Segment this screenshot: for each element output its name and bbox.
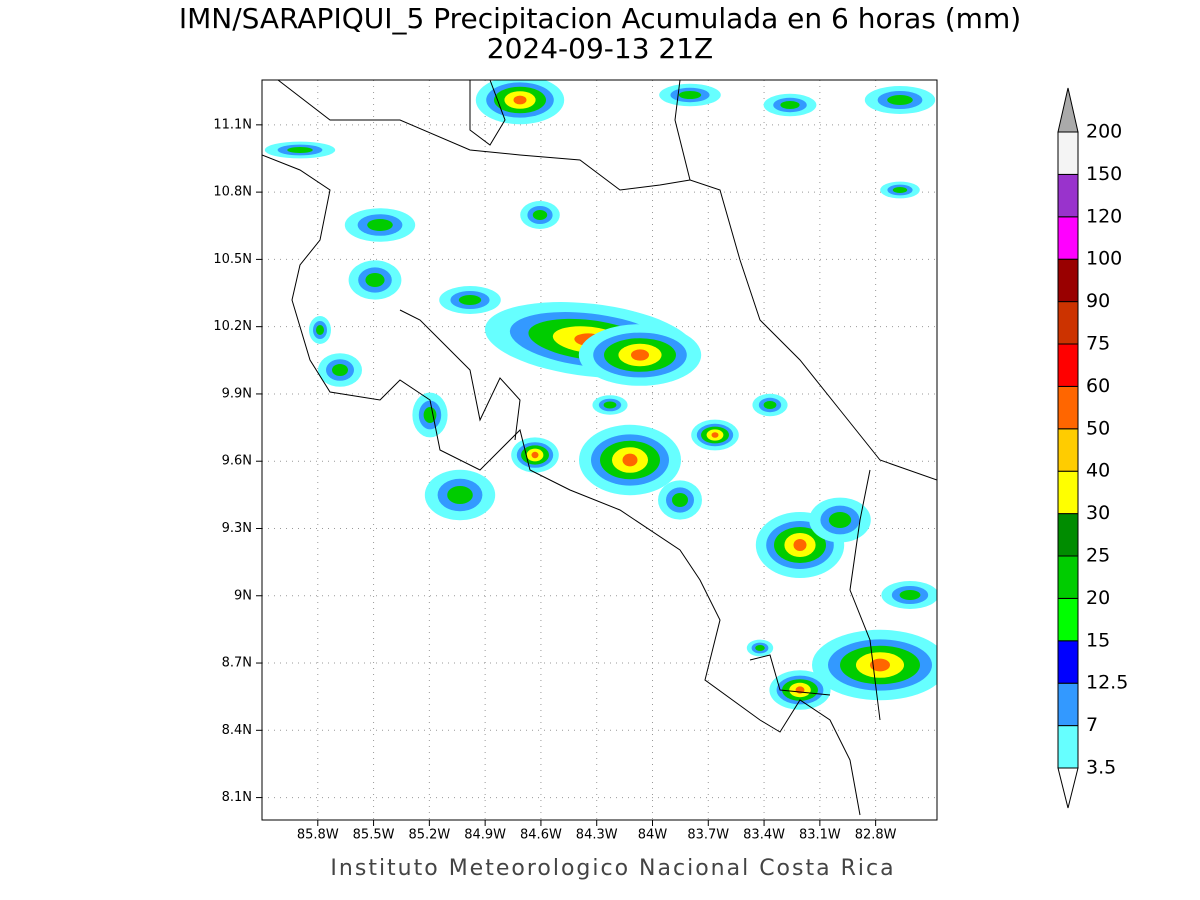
axes: 85.8W 85.5W 85.2W 84.9W 84.6W 84.3W 84W 83.7W 83…: [213, 117, 896, 842]
colorbar-box: [1057, 216, 1079, 260]
x-tick-label: 85.8W: [297, 828, 339, 843]
y-tick-label: 9.9N: [222, 386, 252, 401]
title: IMN/SARAPIQUI_5 Precipitacion Acumulada …: [179, 2, 1021, 35]
colorbar-label: 7: [1086, 714, 1098, 736]
y-tick-label: 9.6N: [222, 454, 252, 469]
x-tick-label: 83.4W: [743, 828, 785, 843]
colorbar-label: 150: [1086, 163, 1122, 185]
coastlines: [262, 80, 937, 816]
colorbar-label: 90: [1086, 290, 1110, 312]
colorbar-box: [1057, 343, 1079, 387]
precipitation-field: [264, 80, 937, 710]
colorbar-box: [1057, 173, 1079, 218]
colorbar-box: [1057, 555, 1079, 599]
colorbar-box: [1057, 301, 1079, 345]
colorbar-label: 50: [1086, 417, 1110, 439]
x-tick-label: 83.1W: [799, 828, 841, 843]
y-tick-label: 10.2N: [213, 319, 252, 334]
colorbar-box: [1057, 682, 1079, 727]
x-tick-label: 84.6W: [520, 828, 562, 843]
x-tick-label: 82.8W: [855, 828, 897, 843]
colorbar-box: [1057, 470, 1079, 515]
colorbar-over: [1057, 87, 1079, 133]
y-tick-label: 8.4N: [222, 723, 252, 738]
footer: Instituto Meteorologico Nacional Costa R…: [330, 856, 895, 881]
colorbar-box: [1057, 640, 1079, 684]
colorbar-label: 75: [1086, 333, 1110, 355]
colorbar-label: 30: [1086, 502, 1110, 524]
map-frame: [261, 79, 938, 821]
x-tick-label: 83.7W: [687, 828, 729, 843]
colorbar-label: 3.5: [1086, 757, 1116, 779]
x-tick-label: 84W: [638, 828, 668, 843]
colorbar-label: 40: [1086, 460, 1110, 482]
colorbar-box: [1057, 428, 1079, 472]
colorbar-label: 20: [1086, 587, 1110, 609]
y-tick-label: 8.7N: [222, 656, 252, 671]
subtitle: 2024-09-13 21Z: [487, 32, 713, 65]
colorbar-box: [1057, 385, 1079, 430]
y-tick-label: 8.1N: [222, 790, 252, 805]
y-tick-label: 9.3N: [222, 521, 252, 536]
y-tick-label: 10.5N: [213, 252, 252, 267]
colorbar-box: [1057, 258, 1079, 303]
colorbar-label: 100: [1086, 248, 1122, 270]
x-tick-label: 84.9W: [464, 828, 506, 843]
colorbar-under: [1057, 767, 1079, 809]
y-tick-label: 9N: [234, 588, 252, 603]
colorbar-box: [1057, 131, 1079, 175]
colorbar-label: 60: [1086, 375, 1110, 397]
colorbar-label: 15: [1086, 629, 1110, 651]
colorbar-box: [1057, 513, 1079, 557]
colorbar-label: 12.5: [1086, 672, 1128, 694]
colorbar-label: 200: [1086, 121, 1122, 143]
colorbar-box: [1057, 597, 1079, 642]
colorbar: 3.5 7 12.5 15 20 25 30 40 50 60 75 90 100 120 150 200: [1057, 87, 1128, 809]
colorbar-label: 120: [1086, 205, 1122, 227]
colorbar-box: [1057, 725, 1079, 769]
y-tick-label: 10.8N: [213, 185, 252, 200]
x-tick-label: 85.5W: [353, 828, 395, 843]
y-tick-label: 11.1N: [213, 117, 252, 132]
x-tick-label: 84.3W: [576, 828, 618, 843]
colorbar-label: 25: [1086, 545, 1110, 567]
x-tick-label: 85.2W: [408, 828, 450, 843]
